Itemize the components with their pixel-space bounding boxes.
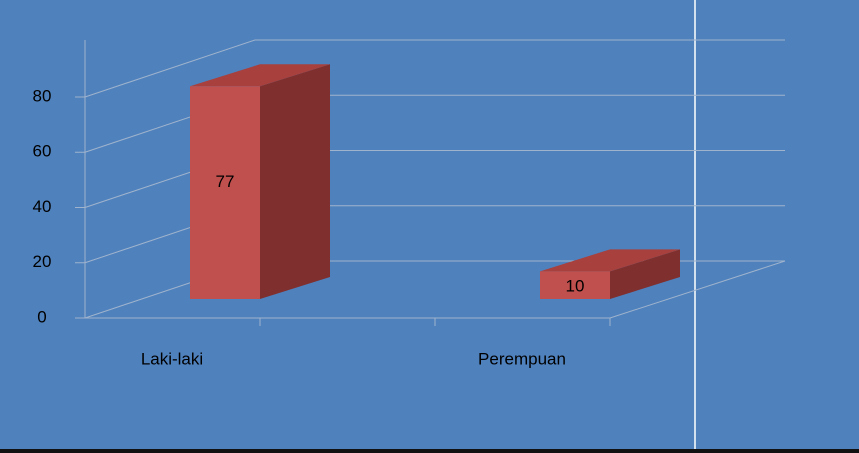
bar-side: [260, 64, 330, 299]
bar-top: [190, 64, 330, 87]
data-label: 10: [566, 277, 585, 296]
floor-edge: [609, 260, 786, 319]
bar-side: [610, 249, 680, 299]
x-tick-label: Laki-laki: [141, 349, 203, 368]
grid-line: [84, 39, 785, 98]
y-tick-label: 60: [33, 142, 52, 161]
bar-top: [540, 249, 680, 272]
y-tick-label: 0: [37, 307, 46, 326]
y-tick-label: 80: [33, 86, 52, 105]
bar: [540, 271, 610, 299]
y-tick-label: 40: [33, 197, 52, 216]
bar: [190, 86, 260, 299]
bottom-border: [0, 449, 859, 453]
y-tick-label: 20: [33, 252, 52, 271]
x-tick-label: Perempuan: [478, 349, 566, 368]
data-label: 77: [216, 172, 235, 191]
